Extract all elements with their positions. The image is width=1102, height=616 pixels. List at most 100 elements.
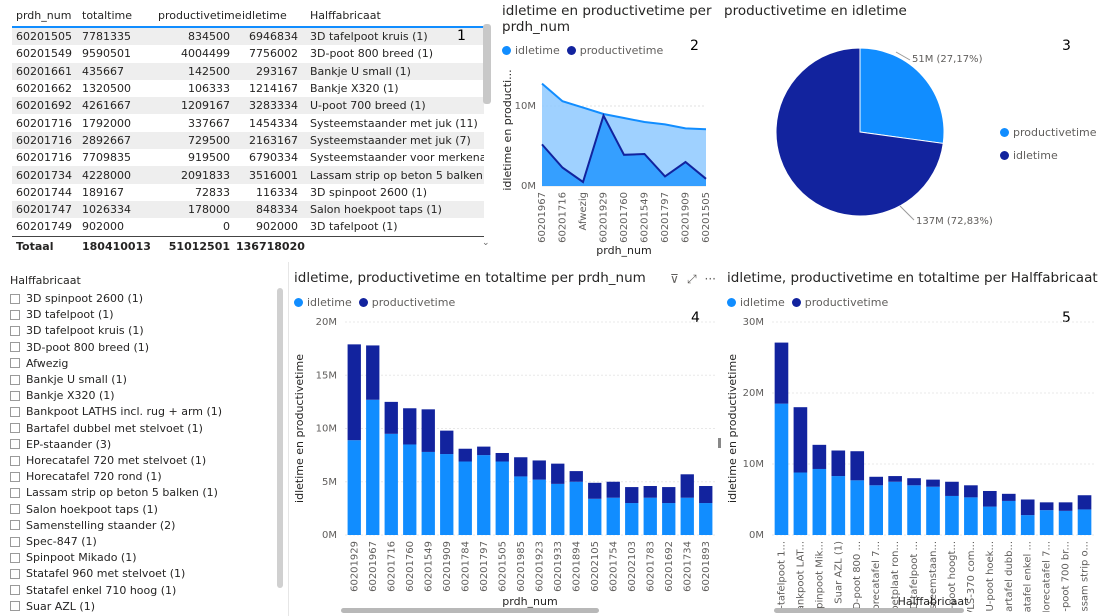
column-header-productivetime[interactable]: productivetime: [158, 8, 242, 22]
filter-icon[interactable]: ⊽: [670, 272, 679, 286]
checkbox[interactable]: [10, 309, 20, 320]
table-row[interactable]: 60201747 1026334 178000 848334 Salon hoekpoo…: [12, 200, 484, 219]
bar-idletime[interactable]: [440, 454, 454, 535]
bar-productivetime[interactable]: [680, 474, 694, 498]
bar-idletime[interactable]: [569, 481, 583, 535]
slicer-scrollbar[interactable]: [277, 288, 283, 588]
slicer-item[interactable]: Statafel enkel 710 hoog (1): [10, 584, 176, 597]
checkbox[interactable]: [10, 390, 20, 401]
checkbox[interactable]: [10, 471, 20, 482]
checkbox[interactable]: [10, 374, 20, 385]
bar-idletime[interactable]: [774, 403, 789, 535]
bar-idletime[interactable]: [366, 399, 380, 535]
bar-productivetime[interactable]: [495, 452, 509, 462]
bar-idletime[interactable]: [907, 485, 921, 535]
bar-idletime[interactable]: [403, 444, 417, 535]
bar-productivetime[interactable]: [551, 463, 565, 484]
bar-idletime[interactable]: [532, 479, 546, 535]
checkbox[interactable]: [10, 520, 20, 531]
bar-productivetime[interactable]: [477, 446, 491, 456]
bar-productivetime[interactable]: [458, 448, 472, 462]
checkbox[interactable]: [10, 585, 20, 596]
bar-productivetime[interactable]: [1001, 493, 1016, 501]
slicer-item[interactable]: Spec-847 (1): [10, 535, 97, 548]
bar-productivetime[interactable]: [850, 451, 865, 481]
table-row[interactable]: 60201734 4228000 2091833 3516001 Lassam stri…: [12, 166, 484, 184]
column-header-prdh_num[interactable]: prdh_num: [16, 8, 72, 22]
bar-idletime[interactable]: [384, 433, 398, 535]
table-row[interactable]: 60201744 189167 72833 116334 3D spinpoot 260…: [12, 184, 484, 201]
bar-idletime[interactable]: [1058, 510, 1073, 535]
more-options-icon[interactable]: ···: [704, 272, 716, 286]
checkbox[interactable]: [10, 487, 20, 498]
bar-productivetime[interactable]: [699, 486, 713, 504]
checkbox[interactable]: [10, 342, 20, 353]
slicer-item[interactable]: Spinpoot Mikado (1): [10, 551, 137, 564]
bar-chart-prdh-scrollbar[interactable]: [341, 608, 599, 613]
bar-productivetime[interactable]: [774, 342, 789, 404]
column-header-idletime[interactable]: idletime: [242, 8, 287, 22]
bar-idletime[interactable]: [964, 497, 978, 535]
table-scrollbar[interactable]: [483, 24, 491, 104]
bar-chart-halffabricaat-scrollbar[interactable]: [774, 608, 964, 613]
bar-chart-halffabricaat-plot[interactable]: 0M 10M 20M 30M V-tafelpoot 1... Bankpoot LAT.…: [722, 312, 1100, 612]
bar-productivetime[interactable]: [831, 450, 846, 477]
bar-productivetime[interactable]: [514, 457, 528, 477]
pie-legend-idletime-label[interactable]: idletime: [1013, 149, 1058, 162]
column-header-halffabricaat[interactable]: Halffabricaat: [310, 8, 381, 22]
area-chart-plot[interactable]: 0M 10M 60201967 60201716 Afwezig 60201929 6020…: [498, 60, 720, 260]
bar-productivetime[interactable]: [662, 487, 676, 504]
bar-idletime[interactable]: [495, 461, 509, 535]
bar-idletime[interactable]: [888, 481, 902, 535]
bar-chart-prdh-plot[interactable]: 0M 5M 10M 15M 20M 60201929 60201967 60201716 602…: [289, 312, 719, 612]
bar-productivetime[interactable]: [1020, 499, 1035, 516]
bar-productivetime[interactable]: [888, 476, 902, 482]
checkbox[interactable]: [10, 406, 20, 417]
bar-productivetime[interactable]: [625, 487, 639, 504]
table-row[interactable]: 60201549 9590501 4004499 7756002 3D-poot 800…: [12, 45, 484, 62]
table-row[interactable]: 60201716 1792000 337667 1454334 Systeemstaan…: [12, 114, 484, 131]
table-header[interactable]: prdh_num totaltime productivetime idletime H…: [12, 4, 484, 28]
table-row[interactable]: 60201505 7781335 834500 6946834 3D tafelpoot…: [12, 28, 484, 46]
checkbox[interactable]: [10, 423, 20, 434]
table-row[interactable]: 60201716 7709835 919500 6790334 Systeemstaan…: [12, 149, 484, 166]
checkbox[interactable]: [10, 552, 20, 563]
pie-slice-productivetime[interactable]: [859, 47, 945, 144]
bar-idletime[interactable]: [662, 503, 676, 535]
bar-idletime[interactable]: [421, 451, 435, 535]
legend-idletime-label[interactable]: idletime: [740, 296, 785, 309]
pie-slice-idletime[interactable]: [775, 47, 944, 217]
bar-idletime[interactable]: [869, 485, 883, 535]
bar-productivetime[interactable]: [366, 345, 380, 400]
slicer-item[interactable]: 3D-poot 800 breed (1): [10, 341, 149, 354]
checkbox[interactable]: [10, 358, 20, 369]
checkbox[interactable]: [10, 439, 20, 450]
bar-productivetime[interactable]: [606, 481, 620, 498]
checkbox[interactable]: [10, 536, 20, 547]
legend-idletime-label[interactable]: idletime: [515, 44, 560, 57]
slicer-item[interactable]: EP-staander (3): [10, 438, 111, 451]
bar-idletime[interactable]: [1077, 509, 1092, 535]
bar-idletime[interactable]: [831, 476, 846, 535]
bar-idletime[interactable]: [347, 440, 361, 535]
bar-idletime[interactable]: [680, 497, 694, 535]
bar-idletime[interactable]: [606, 497, 620, 535]
slicer-item[interactable]: Suar AZL (1): [10, 600, 95, 613]
slicer-item[interactable]: 3D tafelpoot kruis (1): [10, 324, 144, 337]
bar-productivetime[interactable]: [421, 409, 435, 452]
checkbox[interactable]: [10, 455, 20, 466]
bar-idletime[interactable]: [458, 461, 472, 535]
pie-legend-productivetime-label[interactable]: productivetime: [1013, 126, 1097, 139]
bar-productivetime[interactable]: [983, 490, 997, 507]
bar-productivetime[interactable]: [1077, 495, 1092, 510]
bar-idletime[interactable]: [551, 483, 565, 535]
bar-productivetime[interactable]: [1058, 502, 1073, 511]
slicer-item[interactable]: Bartafel dubbel met stelvoet (1): [10, 422, 203, 435]
bar-idletime[interactable]: [1020, 515, 1035, 535]
bar-productivetime[interactable]: [964, 485, 978, 498]
checkbox[interactable]: [10, 293, 20, 304]
slicer-item[interactable]: 3D spinpoot 2600 (1): [10, 292, 143, 305]
checkbox[interactable]: [10, 601, 20, 612]
slicer-item[interactable]: Lassam strip op beton 5 balken (1): [10, 486, 218, 499]
bar-idletime[interactable]: [1039, 510, 1054, 535]
